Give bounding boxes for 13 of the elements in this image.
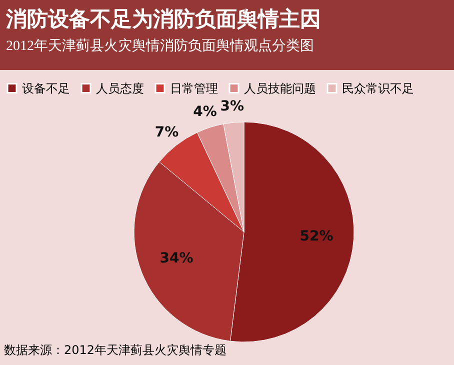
chart-subtitle: 2012年天津蓟县火灾舆情消防负面舆情观点分类图 — [6, 37, 315, 56]
legend-label: 设备不足 — [22, 81, 70, 96]
legend-label: 日常管理 — [170, 81, 218, 96]
data-label: 7% — [154, 124, 179, 140]
legend-label: 人员态度 — [96, 81, 144, 96]
data-label: 52% — [300, 228, 334, 245]
data-label: 34% — [160, 250, 194, 267]
legend-label: 民众常识不足 — [342, 81, 414, 96]
data-label: 4% — [193, 104, 217, 120]
source-note: 数据来源：2012年天津蓟县火灾舆情专题 — [4, 342, 227, 359]
data-label: 3% — [220, 98, 244, 115]
legend-label: 人员技能问题 — [244, 81, 316, 96]
chart-title: 消防设备不足为消防负面舆情主因 — [6, 6, 322, 33]
